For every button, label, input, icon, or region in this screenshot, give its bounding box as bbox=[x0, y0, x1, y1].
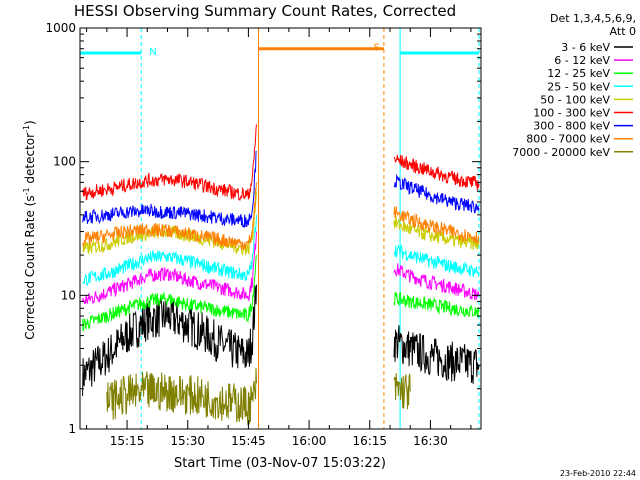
legend-label: 3 - 6 keV bbox=[561, 41, 610, 54]
legend-header-line1: Det 1,3,4,5,6,9, bbox=[550, 12, 636, 25]
legend-header-line2: Att 0 bbox=[610, 25, 636, 38]
y-axis-label-mid: detector bbox=[23, 133, 37, 188]
legend-label: 6 - 12 keV bbox=[554, 54, 610, 67]
series-line bbox=[393, 206, 480, 245]
series-line bbox=[393, 244, 480, 278]
flag-label: N bbox=[149, 47, 156, 58]
series-line bbox=[82, 284, 257, 397]
series-line bbox=[393, 325, 480, 384]
chart-title: HESSI Observing Summary Count Rates, Cor… bbox=[74, 2, 456, 20]
y-axis-label-main: Corrected Count Rate (s bbox=[23, 195, 37, 339]
legend-label: 25 - 50 keV bbox=[547, 80, 610, 93]
x-tick-label: 16:15 bbox=[352, 434, 387, 448]
legend-label: 100 - 300 keV bbox=[533, 107, 610, 120]
y-tick-label: 1000 bbox=[45, 21, 76, 35]
x-tick-label: 15:45 bbox=[231, 434, 266, 448]
x-tick-label: 16:30 bbox=[413, 434, 448, 448]
x-tick-label: 15:30 bbox=[170, 434, 205, 448]
series-line bbox=[393, 263, 480, 301]
series-line bbox=[82, 182, 257, 251]
legend-label: 50 - 100 keV bbox=[540, 93, 610, 106]
y-tick-label: 10 bbox=[61, 288, 76, 302]
x-tick-label: 15:15 bbox=[110, 434, 145, 448]
x-tick-label: 16:00 bbox=[292, 434, 327, 448]
y-axis-label-end: ) bbox=[23, 120, 37, 125]
legend-label: 300 - 800 keV bbox=[533, 120, 610, 133]
series-line bbox=[82, 150, 257, 229]
series-line bbox=[82, 214, 257, 286]
series-line bbox=[82, 255, 257, 332]
series-line bbox=[82, 191, 257, 257]
plot-frame bbox=[79, 27, 482, 430]
timestamp: 23-Feb-2010 22:44 bbox=[560, 469, 636, 478]
x-axis-label: Start Time (03-Nov-07 15:03:22) bbox=[174, 456, 386, 471]
series-line bbox=[393, 372, 411, 410]
y-axis-label-sup2: -1 bbox=[22, 125, 31, 133]
series-line bbox=[393, 154, 480, 191]
legend-label: 800 - 7000 keV bbox=[526, 133, 610, 146]
series-line bbox=[82, 231, 257, 305]
y-axis-label-sup1: -1 bbox=[22, 187, 31, 195]
series-line bbox=[393, 291, 480, 318]
series-layer bbox=[82, 124, 480, 426]
series-line bbox=[393, 173, 480, 214]
legend-label: 12 - 25 keV bbox=[547, 67, 610, 80]
y-tick-label: 100 bbox=[53, 155, 76, 169]
series-line bbox=[106, 367, 257, 426]
axes-layer: 1 10 100 1000 15:15 15:30 15:45 16:00 16:15 16:30 bbox=[45, 21, 481, 448]
series-line bbox=[82, 124, 257, 202]
y-tick-label: 1 bbox=[68, 422, 76, 436]
legend-label: 7000 - 20000 keV bbox=[512, 146, 610, 159]
y-axis-label: Corrected Count Rate (s-1 detector-1) bbox=[22, 120, 37, 339]
flag-label: S bbox=[374, 43, 380, 54]
